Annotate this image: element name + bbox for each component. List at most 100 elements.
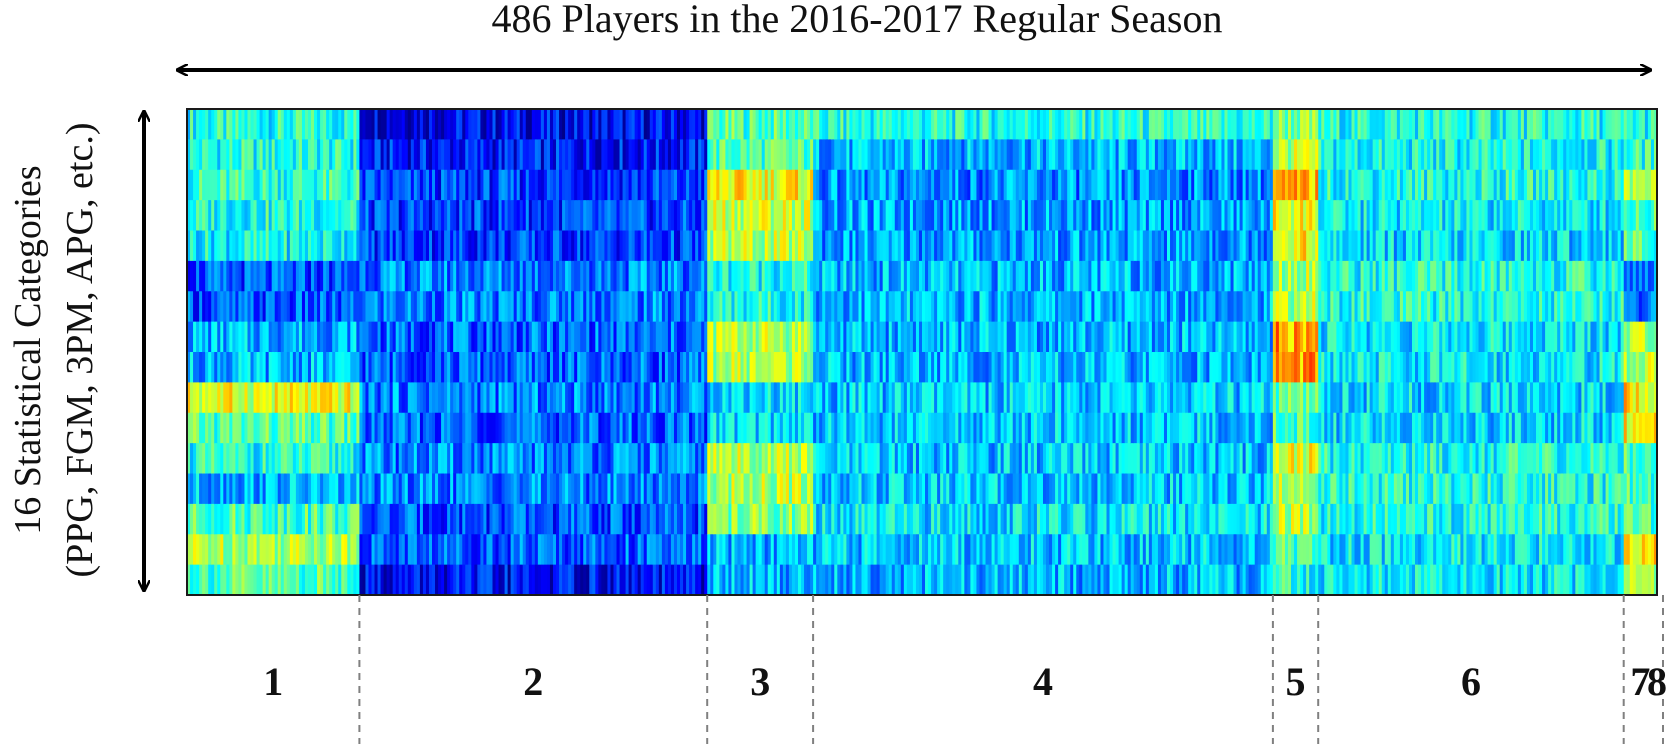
heatmap-cell xyxy=(973,169,978,201)
heatmap-cell xyxy=(326,291,330,323)
heatmap-cell xyxy=(664,321,669,353)
heatmap-cell xyxy=(888,564,893,596)
heatmap-cell xyxy=(326,260,330,292)
heatmap-cell xyxy=(670,412,675,444)
heatmap-cell xyxy=(673,564,678,596)
heatmap-cell xyxy=(450,564,454,596)
heatmap-cell xyxy=(407,503,412,535)
heatmap-cell xyxy=(498,352,503,383)
heatmap-cell xyxy=(365,230,370,262)
heatmap-cell xyxy=(501,291,506,323)
heatmap-cell xyxy=(307,382,312,414)
heatmap-cell xyxy=(347,169,351,201)
heatmap-cell xyxy=(268,260,273,292)
heatmap-cell xyxy=(534,139,539,171)
heatmap-cell xyxy=(701,169,705,201)
heatmap-cell xyxy=(870,169,875,201)
heatmap-cell xyxy=(667,473,672,505)
heatmap-cell xyxy=(513,443,518,475)
heatmap-cell xyxy=(595,291,599,323)
heatmap-cell xyxy=(867,534,872,566)
heatmap-cell xyxy=(1088,321,1092,353)
heatmap-cell xyxy=(471,169,475,201)
heatmap-cell xyxy=(552,321,557,353)
heatmap-cell xyxy=(546,382,551,414)
heatmap-cell xyxy=(810,352,814,383)
heatmap-cell xyxy=(670,109,675,140)
heatmap-cell xyxy=(1055,230,1059,262)
heatmap-cell xyxy=(680,503,684,535)
heatmap-cell xyxy=(577,382,581,414)
heatmap-cell xyxy=(1042,503,1047,535)
heatmap-cell xyxy=(1006,473,1011,505)
heatmap-cell xyxy=(885,200,890,232)
heatmap-cell xyxy=(301,443,306,475)
heatmap-cell xyxy=(374,139,379,171)
heatmap-cell xyxy=(788,291,793,323)
heatmap-cell xyxy=(534,382,539,414)
heatmap-cell xyxy=(304,534,309,566)
heatmap-cell xyxy=(997,139,1002,171)
heatmap-cell xyxy=(882,169,887,201)
heatmap-cell xyxy=(1027,321,1032,353)
heatmap-cell xyxy=(1021,412,1026,444)
heatmap-cell xyxy=(435,109,439,140)
heatmap-cell xyxy=(543,564,548,596)
heatmap-cell xyxy=(834,291,838,323)
heatmap-cell xyxy=(873,200,878,232)
heatmap-cell xyxy=(773,169,778,201)
heatmap-cell xyxy=(1036,503,1041,535)
heatmap-cell xyxy=(507,382,512,414)
heatmap-cell xyxy=(456,230,460,262)
heatmap-cell xyxy=(958,382,962,414)
heatmap-cell xyxy=(332,473,336,505)
heatmap-cell xyxy=(392,503,397,535)
heatmap-cell xyxy=(223,169,227,201)
heatmap-cell xyxy=(940,412,944,444)
heatmap-cell xyxy=(997,200,1002,232)
heatmap-cell xyxy=(1088,352,1092,383)
heatmap-cell xyxy=(740,321,745,353)
heatmap-cell xyxy=(788,443,793,475)
heatmap-cell xyxy=(897,473,902,505)
heatmap-cell xyxy=(332,200,336,232)
heatmap-cell xyxy=(498,503,503,535)
heatmap-cell xyxy=(970,109,975,140)
heatmap-cell xyxy=(471,230,475,262)
heatmap-cell xyxy=(888,260,893,292)
heatmap-cell xyxy=(994,291,999,323)
heatmap-cell xyxy=(794,382,799,414)
heatmap-cell xyxy=(731,412,736,444)
heatmap-cell xyxy=(734,382,739,414)
heatmap-cell xyxy=(1070,352,1074,383)
heatmap-cell xyxy=(456,382,460,414)
heatmap-cell xyxy=(704,534,708,566)
heatmap-cell xyxy=(199,352,203,383)
heatmap-cell xyxy=(822,473,826,505)
heatmap-cell xyxy=(492,109,497,140)
heatmap-cell xyxy=(314,169,318,201)
heatmap-cell xyxy=(955,169,959,201)
heatmap-cell xyxy=(816,473,820,505)
heatmap-cell xyxy=(1021,321,1026,353)
heatmap-cell xyxy=(1015,200,1020,232)
heatmap-cell xyxy=(1052,473,1056,505)
heatmap-cell xyxy=(604,382,609,414)
heatmap-cell xyxy=(912,534,917,566)
heatmap-cell xyxy=(447,169,451,201)
heatmap-cell xyxy=(1067,291,1071,323)
heatmap-cell xyxy=(764,200,769,232)
heatmap-cell xyxy=(922,169,926,201)
heatmap-cell xyxy=(716,473,720,505)
heatmap-cell xyxy=(483,139,488,171)
heatmap-cell xyxy=(692,412,696,444)
heatmap-cell xyxy=(589,230,593,262)
heatmap-cell xyxy=(631,260,636,292)
heatmap-cell xyxy=(465,109,469,140)
heatmap-cell xyxy=(268,473,273,505)
heatmap-cell xyxy=(1082,412,1086,444)
heatmap-cell xyxy=(755,230,760,262)
heatmap-cell xyxy=(1015,534,1020,566)
heatmap-cell xyxy=(235,534,240,566)
heatmap-cell xyxy=(244,534,249,566)
